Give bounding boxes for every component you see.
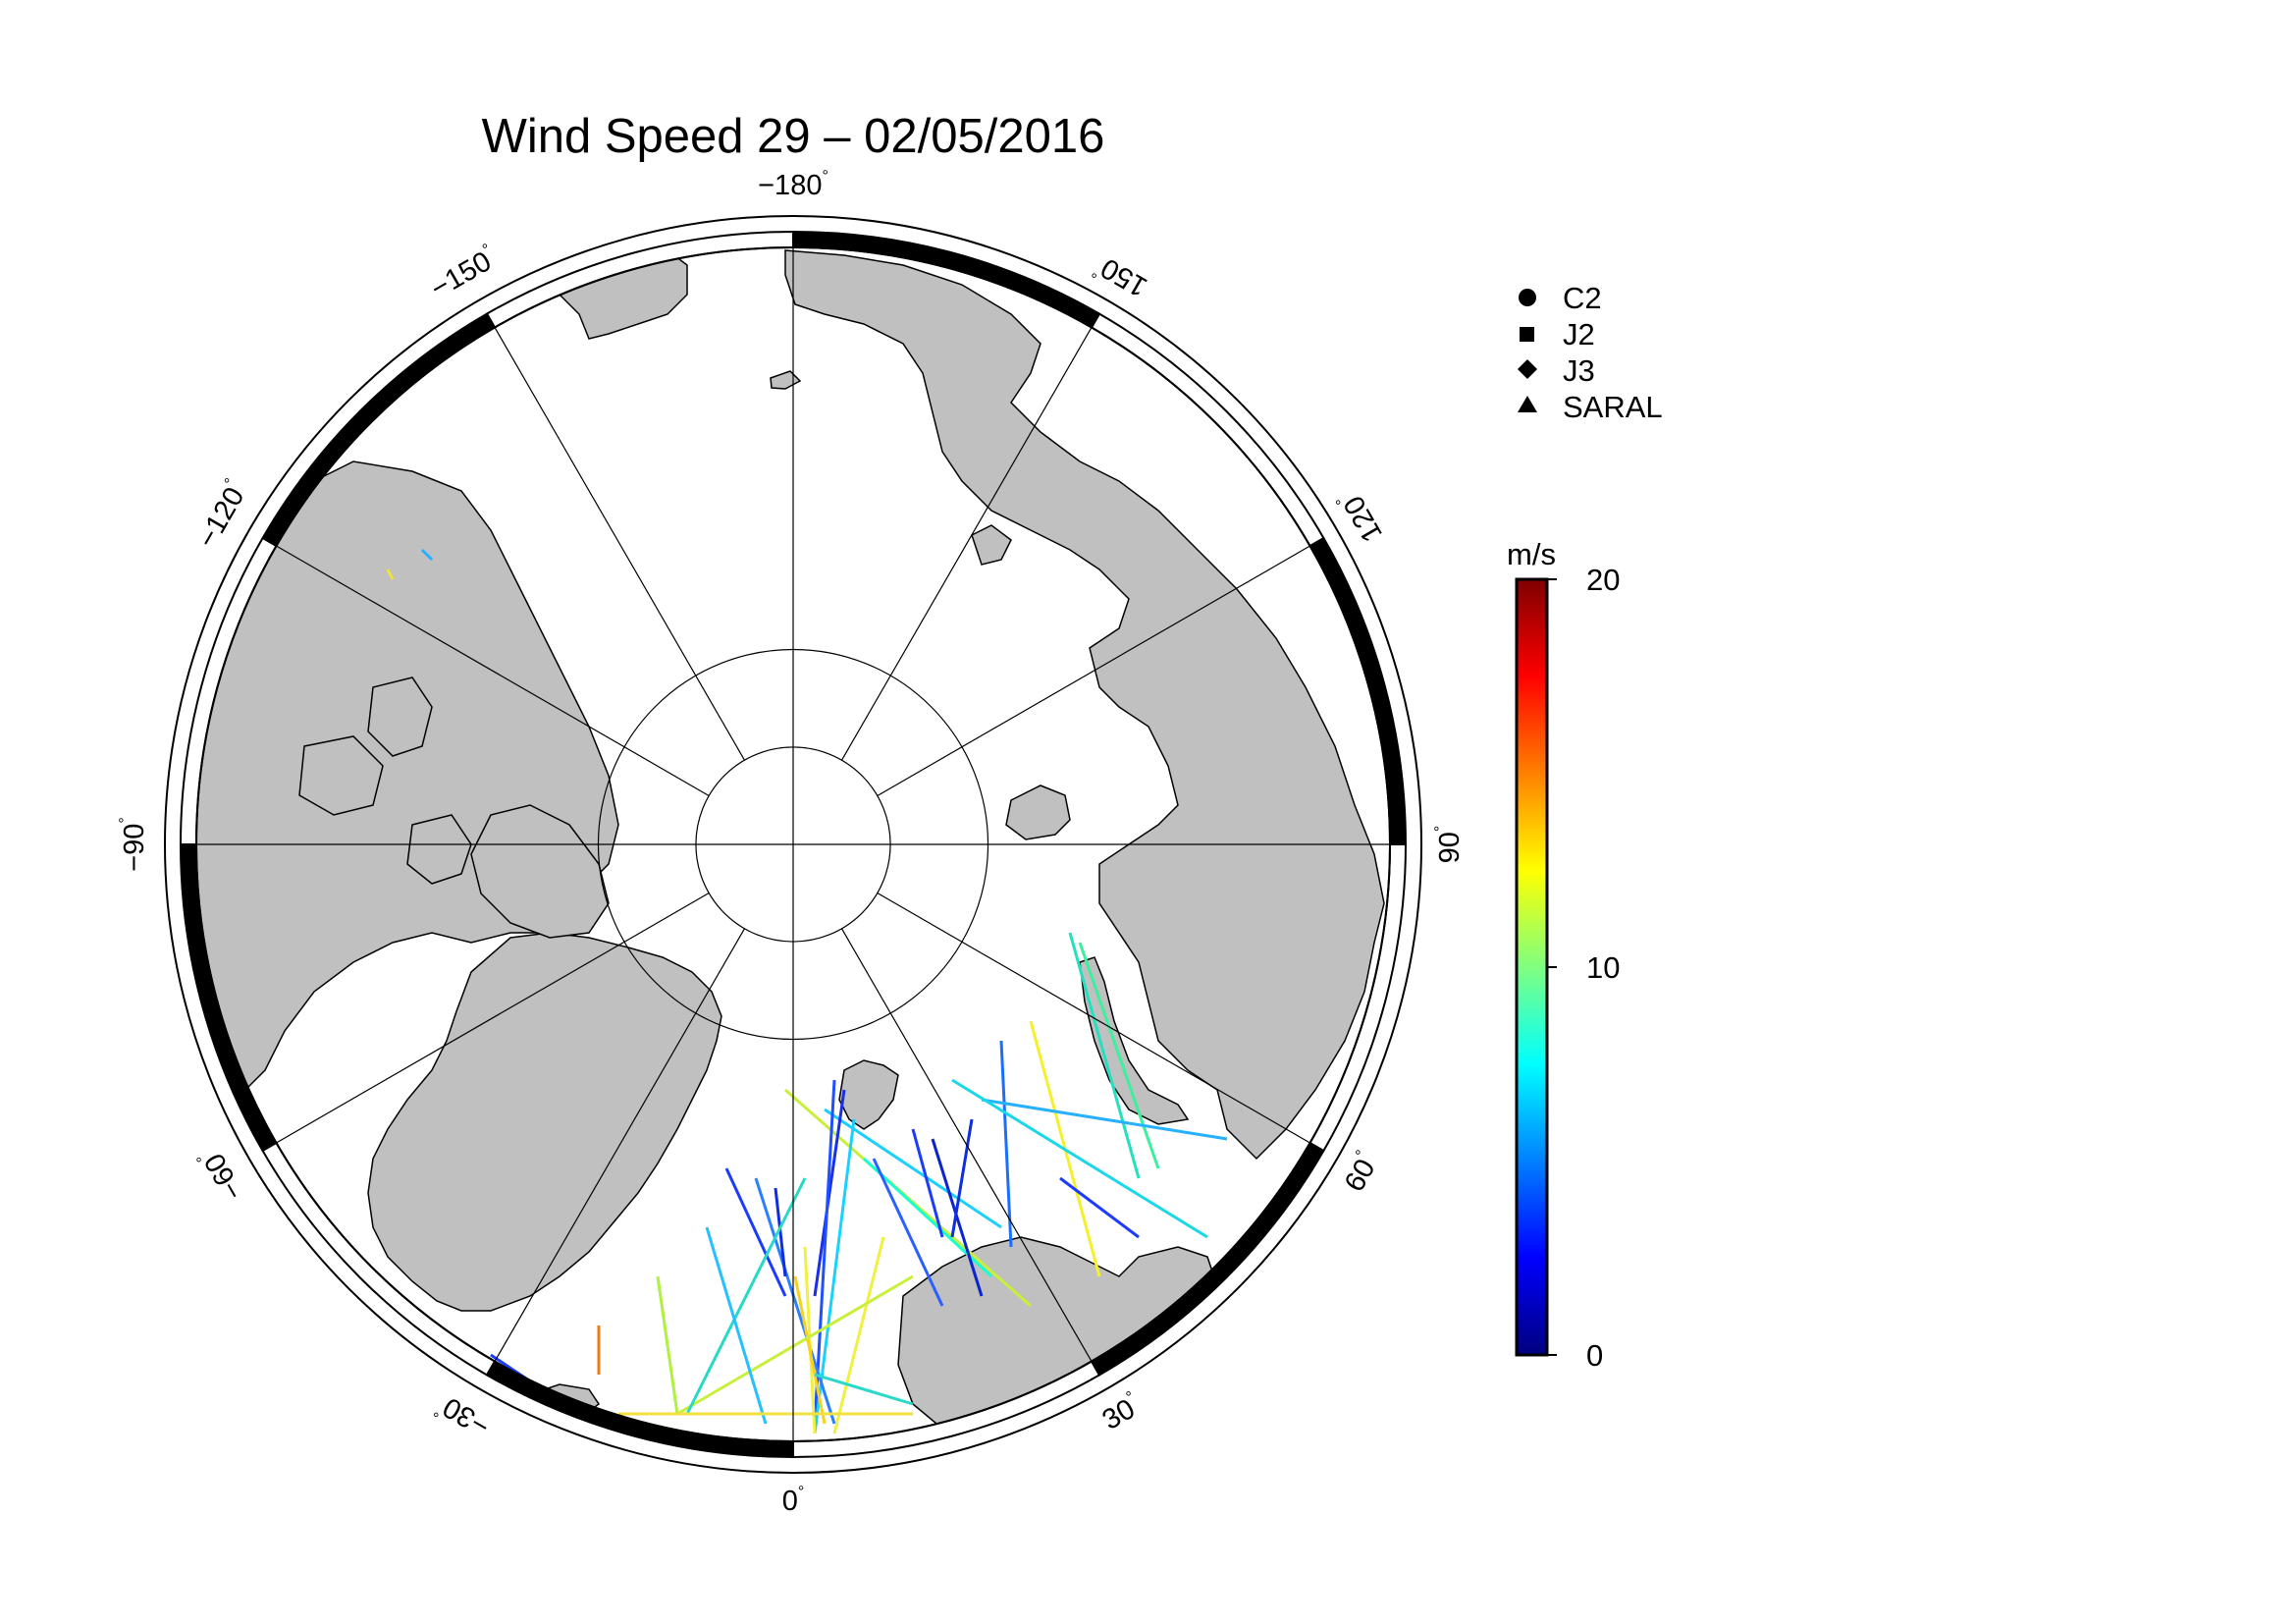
- track-segment: [951, 1078, 1208, 1239]
- land-layer: [196, 247, 1385, 1430]
- longitude-meridian: [877, 893, 1310, 1144]
- colorbar-tick-label: 10: [1586, 950, 1620, 985]
- longitude-label: −180°: [758, 168, 828, 200]
- colorbar-gradient: [1515, 577, 1549, 1357]
- track-segment: [931, 1138, 984, 1297]
- legend-saral-triangle-icon: [1518, 396, 1537, 412]
- legend-label-j3: J3: [1563, 353, 1595, 388]
- longitude-label: 30°: [1096, 1388, 1146, 1435]
- legend-c2-circle-icon: [1519, 289, 1536, 306]
- legend-label-j2: J2: [1563, 317, 1595, 352]
- track-segment: [813, 1089, 846, 1297]
- frame-rim: [164, 215, 1422, 1474]
- track-segment: [1068, 932, 1141, 1179]
- legend-label-c2: C2: [1563, 281, 1602, 315]
- longitude-meridian: [276, 545, 710, 796]
- track-segment: [685, 1177, 807, 1415]
- land-scandinavia: [897, 1236, 1218, 1430]
- legend-label-saral: SARAL: [1563, 390, 1663, 424]
- map-frame: [164, 215, 1422, 1474]
- longitude-label: 90°: [1432, 826, 1465, 864]
- land-victoria-island: [298, 735, 384, 816]
- map-disc: −180°−150°−120°−90°−60°−30°0°30°60°90°12…: [117, 168, 1465, 1516]
- track-segment: [420, 548, 434, 562]
- wind-speed-tracks: [386, 548, 1228, 1434]
- longitude-label: −90°: [117, 817, 149, 872]
- track-segment: [1078, 942, 1160, 1169]
- map-title: Wind Speed 29 – 02/05/2016: [482, 110, 1105, 163]
- track-segment: [803, 1246, 817, 1434]
- track-segment: [832, 1236, 885, 1434]
- land-banks-island: [367, 676, 433, 757]
- longitude-meridian: [841, 928, 1093, 1362]
- colorbar-unit-label: m/s: [1507, 537, 1556, 571]
- longitude-meridian: [841, 327, 1093, 761]
- land-svalbard: [838, 1059, 899, 1130]
- track-segment: [872, 1158, 944, 1307]
- track-segment: [656, 1275, 679, 1415]
- track-segment: [813, 1079, 836, 1425]
- longitude-meridian: [494, 327, 745, 761]
- track-segment: [981, 1098, 1228, 1141]
- track-segment: [793, 1275, 827, 1425]
- land-greenland: [367, 932, 722, 1312]
- land-ellesmere-island: [470, 804, 610, 939]
- longitude-meridian: [276, 893, 710, 1144]
- legend-j3-diamond-icon: [1518, 359, 1537, 379]
- longitude-label: −60°: [194, 1143, 250, 1207]
- track-segment: [705, 1226, 768, 1425]
- track-segment: [774, 1187, 787, 1277]
- track-segment: [814, 1373, 914, 1406]
- land-severnaya-zemlya: [1005, 784, 1071, 840]
- colorbar: m/s 20 10 0: [1507, 537, 1620, 1373]
- track-segment: [754, 1177, 836, 1425]
- satellite-legend: C2 J2 J3 SARAL: [1518, 281, 1663, 424]
- colorbar-tick-label: 0: [1586, 1338, 1603, 1373]
- longitude-label: −120°: [190, 476, 254, 554]
- legend-j2-square-icon: [1520, 327, 1534, 342]
- colorbar-tick-label: 20: [1586, 563, 1620, 597]
- track-segment: [724, 1167, 787, 1297]
- longitude-label: −150°: [425, 242, 503, 305]
- longitude-meridian: [877, 545, 1310, 796]
- colorbar-ticks: 20 10 0: [1547, 563, 1620, 1373]
- land-siberia-top-right: [784, 249, 1385, 1161]
- longitude-meridian: [494, 928, 745, 1362]
- land-arctic-islands: [406, 814, 472, 885]
- land-new-siberian-islands: [971, 524, 1012, 566]
- track-segment: [999, 1040, 1013, 1248]
- track-segment: [950, 1118, 974, 1238]
- land-novaya-zemlya: [1079, 956, 1190, 1125]
- longitude-label: 60°: [1337, 1148, 1384, 1197]
- track-segment: [1059, 1176, 1140, 1239]
- longitude-label: 0°: [782, 1484, 805, 1516]
- track-segment: [386, 568, 395, 580]
- longitude-label: −30°: [432, 1388, 496, 1444]
- graticule: [196, 247, 1390, 1441]
- track-segment: [911, 1128, 944, 1238]
- track-segment: [676, 1274, 914, 1416]
- frame-rim: [195, 246, 1391, 1442]
